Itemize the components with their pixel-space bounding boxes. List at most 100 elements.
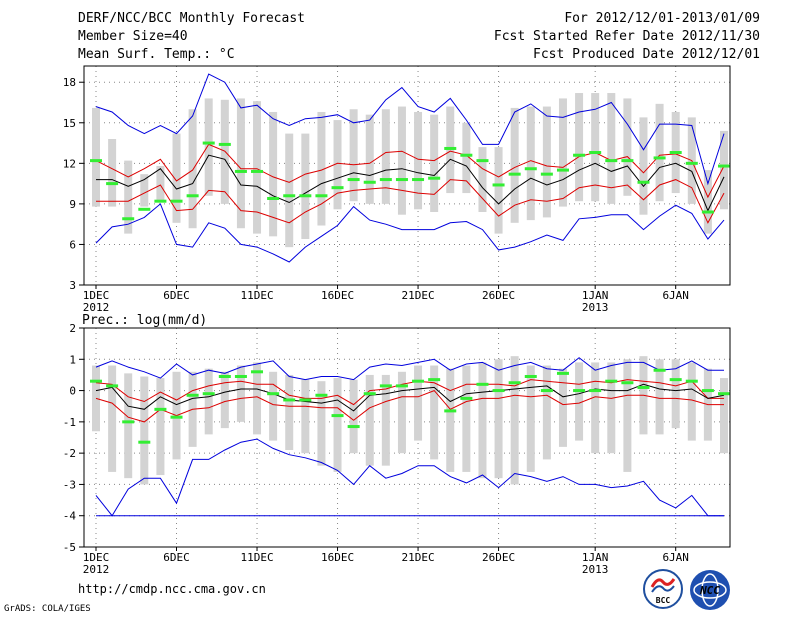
- temp-observed-mark: [701, 210, 714, 214]
- precip-observed-mark: [444, 409, 457, 413]
- temp-ytick-label: 15: [63, 117, 76, 130]
- precip-member-range-box: [317, 381, 326, 466]
- precip-member-range-box: [140, 376, 149, 485]
- temp-member-range-box: [269, 111, 278, 237]
- member-size: Member Size=40: [78, 29, 188, 44]
- temp-observed-mark: [685, 161, 698, 165]
- temp-member-range-box: [156, 166, 165, 202]
- precip-member-range-box: [220, 371, 229, 429]
- temp-observed-mark: [621, 159, 634, 163]
- temp-ytick-label: 6: [69, 238, 76, 251]
- temp-member-range-box: [188, 109, 197, 229]
- forecast-period: For 2012/12/01-2013/01/09: [564, 11, 760, 26]
- temp-upper-line: [95, 143, 725, 199]
- precip-xtick-label: 11DEC: [240, 551, 273, 564]
- precip-member-range-box: [430, 365, 439, 460]
- precip-upper-line: [95, 379, 724, 406]
- precip-member-range-box: [494, 359, 503, 479]
- precip-ytick-label: -4: [63, 510, 77, 523]
- forecast-produced-date: Fcst Produced Date 2012/12/01: [533, 47, 760, 62]
- precip-member-range-box: [124, 373, 133, 479]
- ncc-logo: NCC: [688, 568, 732, 612]
- precip-member-range-box: [269, 371, 278, 441]
- precip-observed-mark: [90, 379, 102, 383]
- precip-xtick-label: 21DEC: [401, 551, 434, 564]
- precip-observed-mark: [251, 370, 264, 374]
- temp-observed-mark: [122, 217, 135, 221]
- temp-observed-mark: [508, 172, 521, 176]
- temp-ytick-label: 18: [63, 76, 76, 89]
- precip-ytick-label: 0: [69, 385, 76, 398]
- temp-observed-mark: [186, 194, 199, 198]
- temp-member-range-box: [655, 103, 664, 202]
- temp-observed-mark: [605, 159, 618, 163]
- precip-member-range-box: [236, 365, 245, 422]
- temp-observed-mark: [379, 178, 392, 182]
- temp-max-line: [95, 73, 725, 186]
- temp-observed-mark: [556, 168, 569, 172]
- precip-xtick-label: 1JAN: [582, 551, 609, 564]
- temp-member-range-box: [381, 109, 390, 204]
- precip-ytick-label: -3: [63, 478, 76, 491]
- bcc-logo-text: BCC: [656, 596, 671, 605]
- precip-observed-mark: [363, 392, 376, 396]
- source-url[interactable]: http://cmdp.ncc.cma.gov.cn: [78, 582, 266, 596]
- temp-observed-mark: [573, 153, 586, 157]
- temp-member-range-box: [591, 93, 600, 202]
- precip-member-range-box: [414, 365, 423, 441]
- precip-ytick-label: -1: [63, 416, 76, 429]
- temp-ytick-label: 3: [69, 279, 76, 292]
- temp-observed-mark: [718, 164, 730, 168]
- temp-observed-mark: [444, 146, 457, 150]
- precip-member-range-box: [687, 362, 696, 441]
- temp-member-range-box: [301, 133, 310, 240]
- precip-member-range-box: [462, 365, 471, 472]
- temp-member-range-box: [236, 98, 245, 229]
- temp-observed-mark: [395, 178, 408, 182]
- precip-member-range-box: [204, 368, 213, 435]
- precip-member-range-box: [478, 362, 487, 479]
- temp-xtick-label: 6DEC: [163, 289, 190, 302]
- temp-member-range-box: [285, 133, 294, 248]
- precip-observed-mark: [170, 415, 183, 419]
- temp-member-range-box: [542, 106, 551, 218]
- temp-member-range-box: [478, 147, 487, 212]
- temp-xtick-label: 16DEC: [321, 289, 354, 302]
- temp-lower-line: [96, 179, 725, 224]
- temp-member-range-box: [607, 93, 616, 204]
- precip-observed-mark: [122, 420, 135, 424]
- precip-member-range-box: [108, 365, 117, 472]
- precip-observed-mark: [621, 381, 634, 385]
- temp-member-range-box: [365, 114, 374, 204]
- ncc-logo-text: NCC: [699, 584, 720, 597]
- temp-member-range-box: [414, 111, 423, 210]
- precip-observed-mark: [476, 382, 489, 386]
- temp-ytick-label: 9: [69, 198, 76, 211]
- temp-observed-mark: [106, 182, 119, 186]
- temp-observed-mark: [170, 199, 183, 203]
- temp-observed-mark: [234, 169, 247, 173]
- grads-credit: GrADS: COLA/IGES: [4, 604, 91, 614]
- precip-observed-mark: [605, 379, 618, 383]
- precip-member-range-box: [92, 365, 100, 432]
- temp-observed-mark: [251, 169, 264, 173]
- precip-max-line: [95, 357, 724, 381]
- temp-member-range-box: [462, 122, 471, 194]
- temp-observed-mark: [202, 141, 215, 145]
- precip-member-range-box: [510, 356, 519, 485]
- precip-xtick-label: 26DEC: [482, 551, 515, 564]
- precip-member-range-box: [720, 378, 728, 454]
- precip-ytick-label: 1: [69, 353, 76, 366]
- precip-member-range-box: [381, 374, 390, 466]
- precip-plot-frame: [83, 327, 731, 548]
- precip-observed-mark: [218, 374, 231, 378]
- temp-member-range-box: [92, 107, 100, 207]
- precip-observed-mark: [331, 414, 344, 418]
- precip-observed-mark: [524, 374, 537, 378]
- precip-member-range-box: [671, 359, 680, 429]
- temp-min-line: [95, 203, 725, 263]
- temp-observed-mark: [331, 186, 344, 190]
- precip-observed-mark: [234, 374, 247, 378]
